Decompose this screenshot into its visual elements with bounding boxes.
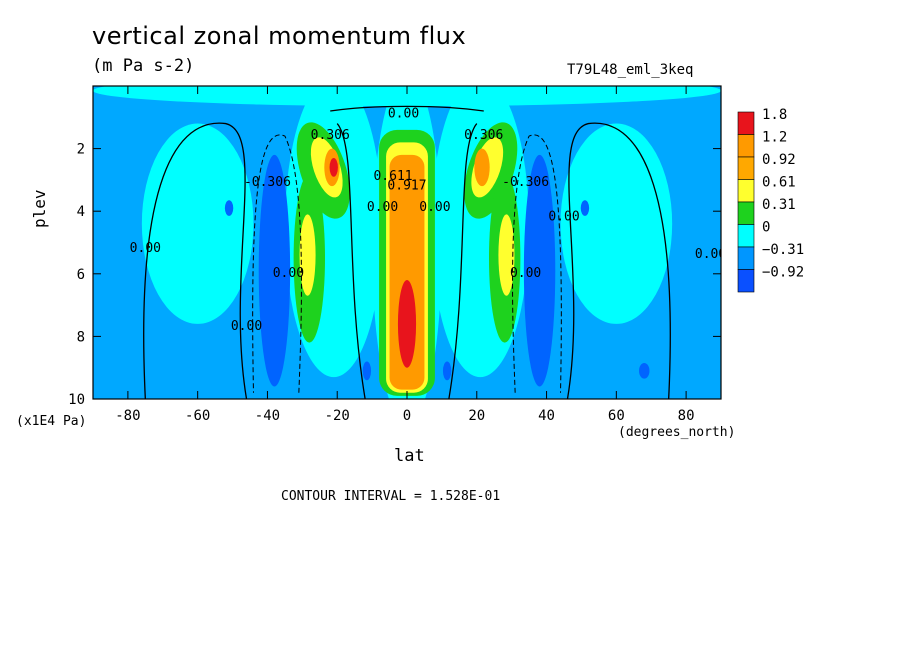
colorbar-label: −0.31: [762, 242, 804, 258]
contour-label: 0.00: [510, 266, 541, 281]
contour-label: 0.306: [311, 128, 350, 143]
orange-core: [474, 148, 490, 187]
negative-band-midlat: [258, 154, 291, 387]
zero-contour-subtropics: [336, 123, 366, 399]
yellow-lobe-lower: [498, 214, 515, 296]
axes: -80 -60 -40 -20 0 20 40 60 80 2 4 6 8 10: [68, 86, 721, 424]
negative-spot: [224, 200, 234, 216]
colorbar-label: 0.61: [762, 175, 796, 191]
x-axis-unit: (degrees_north): [618, 425, 736, 440]
colorbar-swatch: [737, 111, 755, 135]
colorbar-swatch: [737, 179, 755, 203]
colorbar-label: 1.8: [762, 107, 787, 123]
contour-label: 0.00: [273, 266, 304, 281]
y-tick-label: 4: [77, 204, 85, 220]
y-tick-label: 6: [77, 267, 85, 283]
contour-label: 0.306: [464, 128, 503, 143]
contour-interval: CONTOUR INTERVAL = 1.528E-01: [281, 489, 501, 504]
contour-lines: [143, 105, 671, 399]
x-tick-label: 40: [538, 408, 555, 424]
run-label: T79L48_eml_3keq: [567, 62, 694, 78]
zero-contour-top: [330, 105, 484, 112]
positive-region-high-lat: [560, 123, 673, 324]
contour-label: 0.00: [231, 319, 262, 334]
negative-spot-nh: [639, 363, 650, 379]
yellow-lobe-lower: [299, 214, 316, 296]
colorbar-label: −0.92: [762, 265, 804, 281]
colorbar-label: 1.2: [762, 130, 787, 146]
contour-label: -0.306: [244, 175, 291, 190]
x-tick-label: -80: [115, 408, 140, 424]
colorbar-swatch: [737, 269, 755, 293]
colorbar-label: 0.31: [762, 197, 796, 213]
colorbar-swatch: [737, 201, 755, 225]
x-tick-label: 60: [608, 408, 625, 424]
contour-label: 0.611: [373, 169, 412, 184]
y-axis-unit: (x1E4 Pa): [16, 414, 87, 429]
contour-label: 0.00: [695, 247, 726, 262]
contour-fill: [93, 86, 721, 399]
contour-label: 0.00: [130, 241, 161, 256]
x-tick-label: -20: [325, 408, 350, 424]
zero-contour-highlat: [143, 122, 248, 399]
contour-labels: 0.00 0.306 0.306 -0.306 -0.306 0.00 0.00 0.00 0.…: [130, 106, 726, 334]
chart-title: vertical zonal momentum flux: [92, 22, 467, 50]
y-tick-label: 10: [68, 392, 85, 408]
positive-region-high-lat: [141, 123, 254, 324]
negative-spot-low: [362, 361, 372, 381]
neg-contour-midlat: [512, 134, 562, 393]
x-tick-label: 80: [678, 408, 695, 424]
contour-label: 0.00: [388, 106, 419, 121]
equator-core-red: [397, 280, 417, 368]
positive-region-top: [93, 86, 721, 107]
x-tick-label: -60: [185, 408, 210, 424]
negative-spot: [580, 200, 590, 216]
x-tick-label: 20: [468, 408, 485, 424]
colorbar-swatch: [737, 224, 755, 248]
contour-label: -0.306: [502, 175, 549, 190]
x-axis-label: lat: [394, 446, 425, 466]
chart-units: (m Pa s-2): [92, 56, 195, 76]
contour-label: 0.917: [387, 178, 426, 193]
colorbar-legend: 1.8 1.2 0.92 0.61 0.31 0 −0.31 −0.92: [737, 107, 804, 293]
zero-contour-subtropics: [448, 123, 478, 399]
contour-label: 0.00: [419, 200, 450, 215]
y-tick-label: 2: [77, 142, 85, 158]
colorbar-label: 0: [762, 220, 770, 236]
colorbar-swatch: [737, 134, 755, 158]
x-tick-label: -40: [255, 408, 280, 424]
colorbar-label: 0.92: [762, 152, 796, 168]
colorbar-swatch: [737, 156, 755, 180]
colorbar-swatch: [737, 246, 755, 270]
contour-label: 0.00: [367, 200, 398, 215]
x-tick-label: 0: [403, 408, 411, 424]
zero-contour-highlat: [566, 122, 671, 399]
y-tick-label: 8: [77, 329, 85, 345]
contour-label: 0.00: [548, 210, 579, 225]
negative-band-midlat: [523, 154, 556, 387]
neg-contour-midlat: [252, 134, 302, 393]
negative-spot-low: [442, 361, 452, 381]
red-core-sh: [329, 157, 338, 177]
